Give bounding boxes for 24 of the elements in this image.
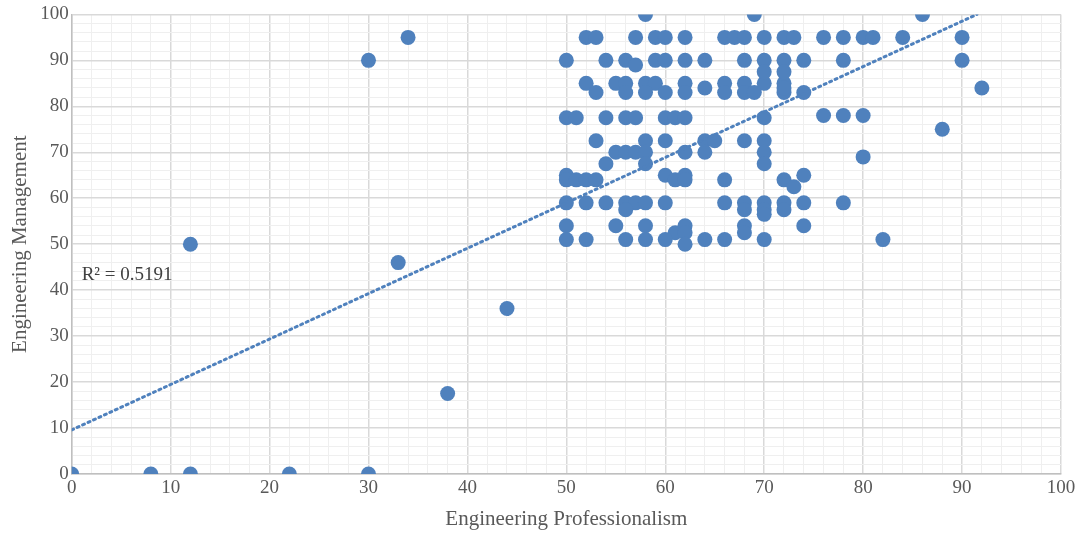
annotation: R² = 0.5191 [81, 262, 173, 284]
x-tick-label: 60 [655, 476, 675, 498]
y-tick-label: 30 [49, 324, 69, 346]
x-tick-label: 20 [260, 476, 280, 498]
x-tick-label: 90 [952, 476, 972, 498]
y-tick-label: 80 [49, 94, 69, 116]
x-tick-label: 30 [358, 476, 378, 498]
y-tick-label: 50 [49, 232, 69, 254]
x-tick-label: 10 [161, 476, 181, 498]
x-axis-title: Engineering Professionalism [445, 505, 688, 530]
y-tick-label: 60 [49, 186, 69, 208]
x-tick-label: 40 [457, 476, 477, 498]
y-tick-label: 20 [49, 370, 69, 392]
y-tick-label: 70 [49, 140, 69, 162]
x-tick-label: 100 [1046, 476, 1076, 498]
x-tick-label: 50 [556, 476, 576, 498]
x-tick-label: 80 [853, 476, 873, 498]
y-tick-label: 0 [59, 461, 69, 483]
y-tick-label: 10 [49, 416, 69, 438]
y-tick-label: 40 [49, 278, 69, 300]
y-axis-title: Engineering Management [7, 135, 32, 353]
y-tick-label: 90 [49, 48, 69, 70]
x-tick-label: 70 [754, 476, 774, 498]
y-tick-label: 100 [40, 2, 69, 24]
